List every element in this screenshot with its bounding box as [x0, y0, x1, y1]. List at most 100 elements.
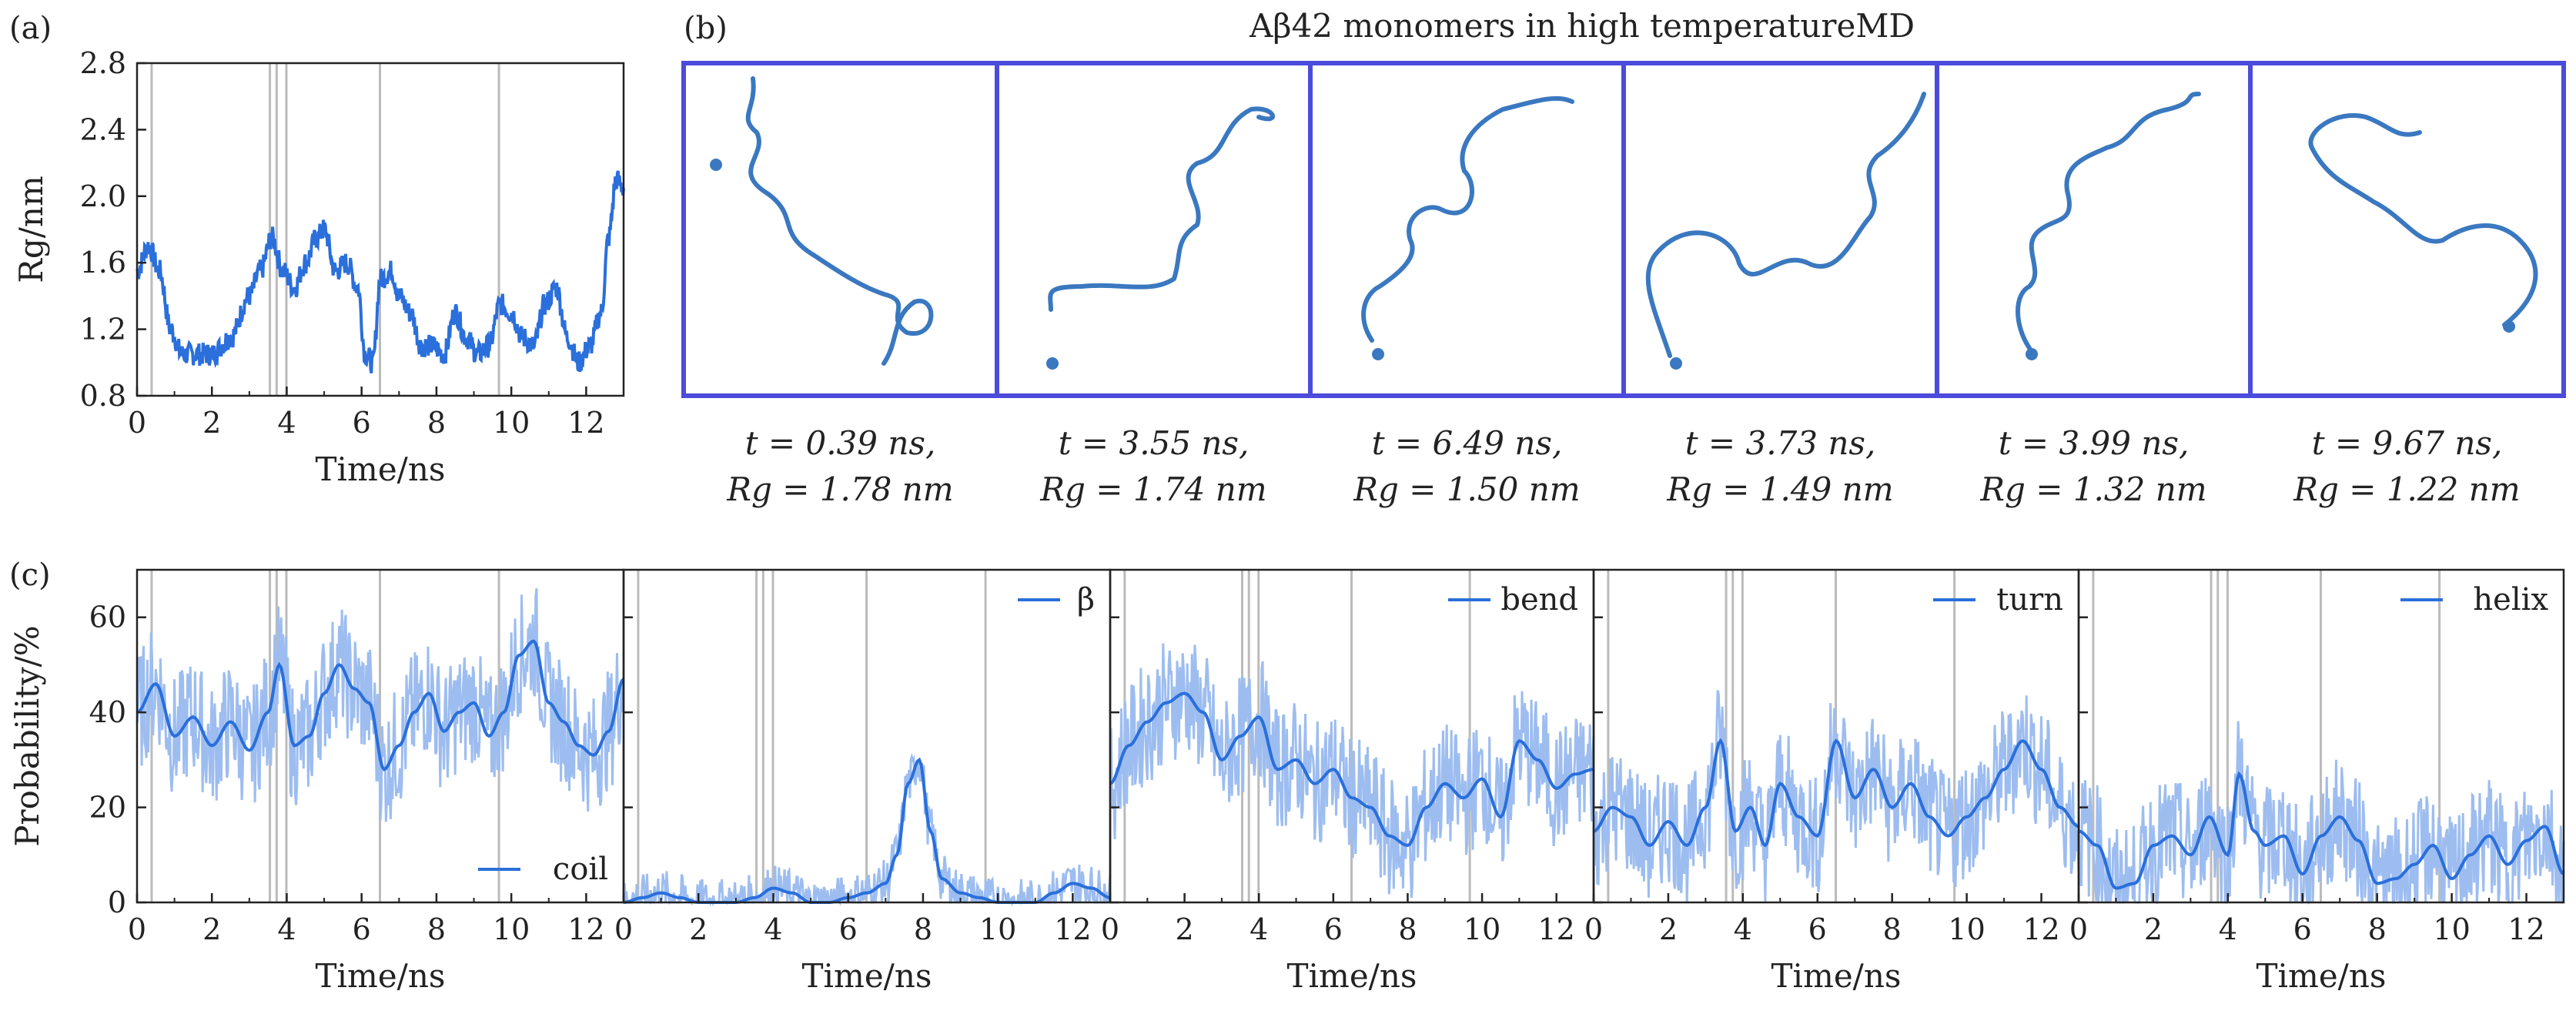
y-tick-label: 2.0 [80, 179, 126, 213]
x-tick-label: 12 [1538, 912, 1575, 946]
protein-backbone [745, 76, 934, 366]
x-tick-label: 2 [202, 912, 221, 946]
snapshot-time-label: t = 6.49 ns, [1372, 424, 1563, 462]
legend-label: helix [2473, 582, 2548, 618]
snapshot-frame: t = 6.49 ns, Rg = 1.50 nm [1308, 61, 1626, 508]
y-axis-label: Probability/% [8, 625, 46, 846]
snapshot-rg-label: Rg = 1.22 nm [2293, 470, 2520, 508]
x-tick-label: 12 [567, 912, 604, 946]
y-tick-label: 40 [89, 695, 126, 729]
x-tick-label: 4 [1250, 912, 1268, 946]
x-tick-label: 2 [2144, 912, 2163, 946]
x-tick-label: 12 [2507, 912, 2544, 946]
x-tick-label: 8 [2368, 912, 2387, 946]
y-tick-label: 20 [89, 791, 126, 825]
terminus-dot [2503, 320, 2515, 333]
snapshot-rg-label: Rg = 1.49 nm [1666, 470, 1893, 508]
y-tick-label: 2.8 [80, 46, 126, 80]
snapshot-time-label: t = 3.73 ns, [1685, 424, 1876, 462]
y-tick-label: 60 [89, 601, 126, 634]
protein-backbone [2016, 92, 2201, 350]
raw-series-bend [1109, 643, 1595, 899]
snapshot-border [681, 61, 999, 398]
x-tick-label: 8 [914, 912, 932, 946]
x-tick-label: 0 [2069, 912, 2088, 946]
x-tick-label: 4 [2219, 912, 2237, 946]
x-tick-label: 12 [2022, 912, 2059, 946]
x-tick-label: 0 [128, 406, 146, 440]
x-tick-label: 10 [493, 912, 530, 946]
x-tick-label: 2 [1176, 912, 1194, 946]
x-tick-label: 4 [1734, 912, 1752, 946]
raw-series-turn [1592, 690, 2080, 903]
x-tick-label: 4 [277, 406, 296, 440]
series-line-turn [1593, 738, 2079, 848]
series-line-coil [136, 639, 625, 772]
x-tick-label: 2 [1659, 912, 1678, 946]
x-tick-label: 2 [689, 912, 708, 946]
snapshot-border [1308, 61, 1626, 398]
panel-a-rg-chart: 0 2 4 6 8 10 12 0.8 1.2 1.6 2.0 2.4 2.8 Time/ns Rg/nm [12, 46, 625, 488]
snapshot-frame: t = 9.67 ns, Rg = 1.22 nm [2248, 61, 2566, 508]
snapshot-frame: t = 3.99 ns, Rg = 1.32 nm [1935, 61, 2253, 508]
x-tick-label: 6 [2293, 912, 2312, 946]
chart-a: 0 2 4 6 8 10 12 0.8 1.2 1.6 2.0 2.4 2.8 Time/ns [80, 46, 625, 488]
y-tick-label: 1.2 [80, 313, 126, 346]
panel-label-c: (c) [9, 557, 51, 593]
snapshot-time-label: t = 3.55 ns, [1059, 424, 1250, 462]
x-tick-label: 6 [353, 406, 371, 440]
snapshot-time-label: t = 0.39 ns, [745, 424, 936, 462]
x-tick-label: 10 [979, 912, 1016, 946]
series-line-helix [2078, 771, 2565, 890]
chart-c-bend: 0 2 4 6 8 10 12 Time/ns bend [1101, 568, 1595, 995]
chart-c-beta: 0 2 4 6 8 10 12 Time/ns β [614, 568, 1112, 995]
x-tick-label: 6 [353, 912, 371, 946]
snapshot-rg-label: Rg = 1.32 nm [1979, 470, 2206, 508]
snapshot-rg-label: Rg = 1.50 nm [1353, 470, 1580, 508]
snapshot-border [1621, 61, 1939, 398]
panel-label-a: (a) [9, 11, 52, 46]
x-tick-label: 0 [1101, 912, 1119, 946]
x-axis-label: Time/ns [316, 957, 446, 995]
x-axis-label: Time/ns [2257, 957, 2387, 995]
panel-b-snapshots: Aβ42 monomers in high temperatureMD t = … [681, 7, 2566, 508]
protein-backbone [1645, 92, 1926, 358]
protein-structure-icon [2308, 113, 2538, 333]
protein-structure-icon [2016, 92, 2201, 360]
x-tick-label: 8 [1883, 912, 1902, 946]
terminus-dot [1372, 348, 1384, 360]
legend-label: bend [1500, 582, 1578, 618]
raw-series-coil [135, 587, 625, 822]
legend-label: turn [1996, 582, 2063, 618]
protein-structure-icon [1361, 95, 1574, 360]
x-axis-label: Time/ns [1287, 957, 1417, 995]
x-tick-label: 4 [764, 912, 782, 946]
snapshot-time-label: t = 9.67 ns, [2312, 424, 2503, 462]
protein-backbone [2308, 113, 2538, 327]
panel-label-b: (b) [684, 11, 728, 46]
snapshot-border [995, 61, 1313, 398]
protein-backbone [1361, 95, 1574, 343]
x-tick-label: 12 [567, 406, 604, 440]
chart-c-coil: 0 2 4 6 8 10 12 0 20 40 60 Time/ns coil [89, 568, 625, 995]
panel-b-title: Aβ42 monomers in high temperatureMD [1249, 7, 1915, 45]
x-tick-label: 0 [128, 912, 146, 946]
terminus-dot [710, 159, 722, 171]
x-tick-label: 10 [1464, 912, 1500, 946]
series-line-bend [1109, 691, 1594, 847]
x-tick-label: 6 [839, 912, 858, 946]
y-axis-label: Rg/nm [12, 176, 50, 283]
x-tick-label: 2 [202, 406, 221, 440]
terminus-dot [1046, 357, 1059, 370]
series-line-rg [135, 170, 625, 373]
snapshot-rg-label: Rg = 1.74 nm [1039, 470, 1266, 508]
x-tick-label: 4 [277, 912, 296, 946]
snapshot-frame: t = 0.39 ns, Rg = 1.78 nm [681, 61, 999, 508]
snapshot-frame: t = 3.73 ns, Rg = 1.49 nm [1621, 61, 1939, 508]
snapshot-frames: t = 0.39 ns, Rg = 1.78 nm t = 3.55 ns, Rg =… [681, 61, 2566, 508]
x-tick-label: 0 [1584, 912, 1603, 946]
protein-structure-icon [710, 76, 934, 366]
legend-label: coil [553, 852, 608, 887]
snapshot-border [2248, 61, 2566, 398]
x-tick-label: 6 [1808, 912, 1827, 946]
